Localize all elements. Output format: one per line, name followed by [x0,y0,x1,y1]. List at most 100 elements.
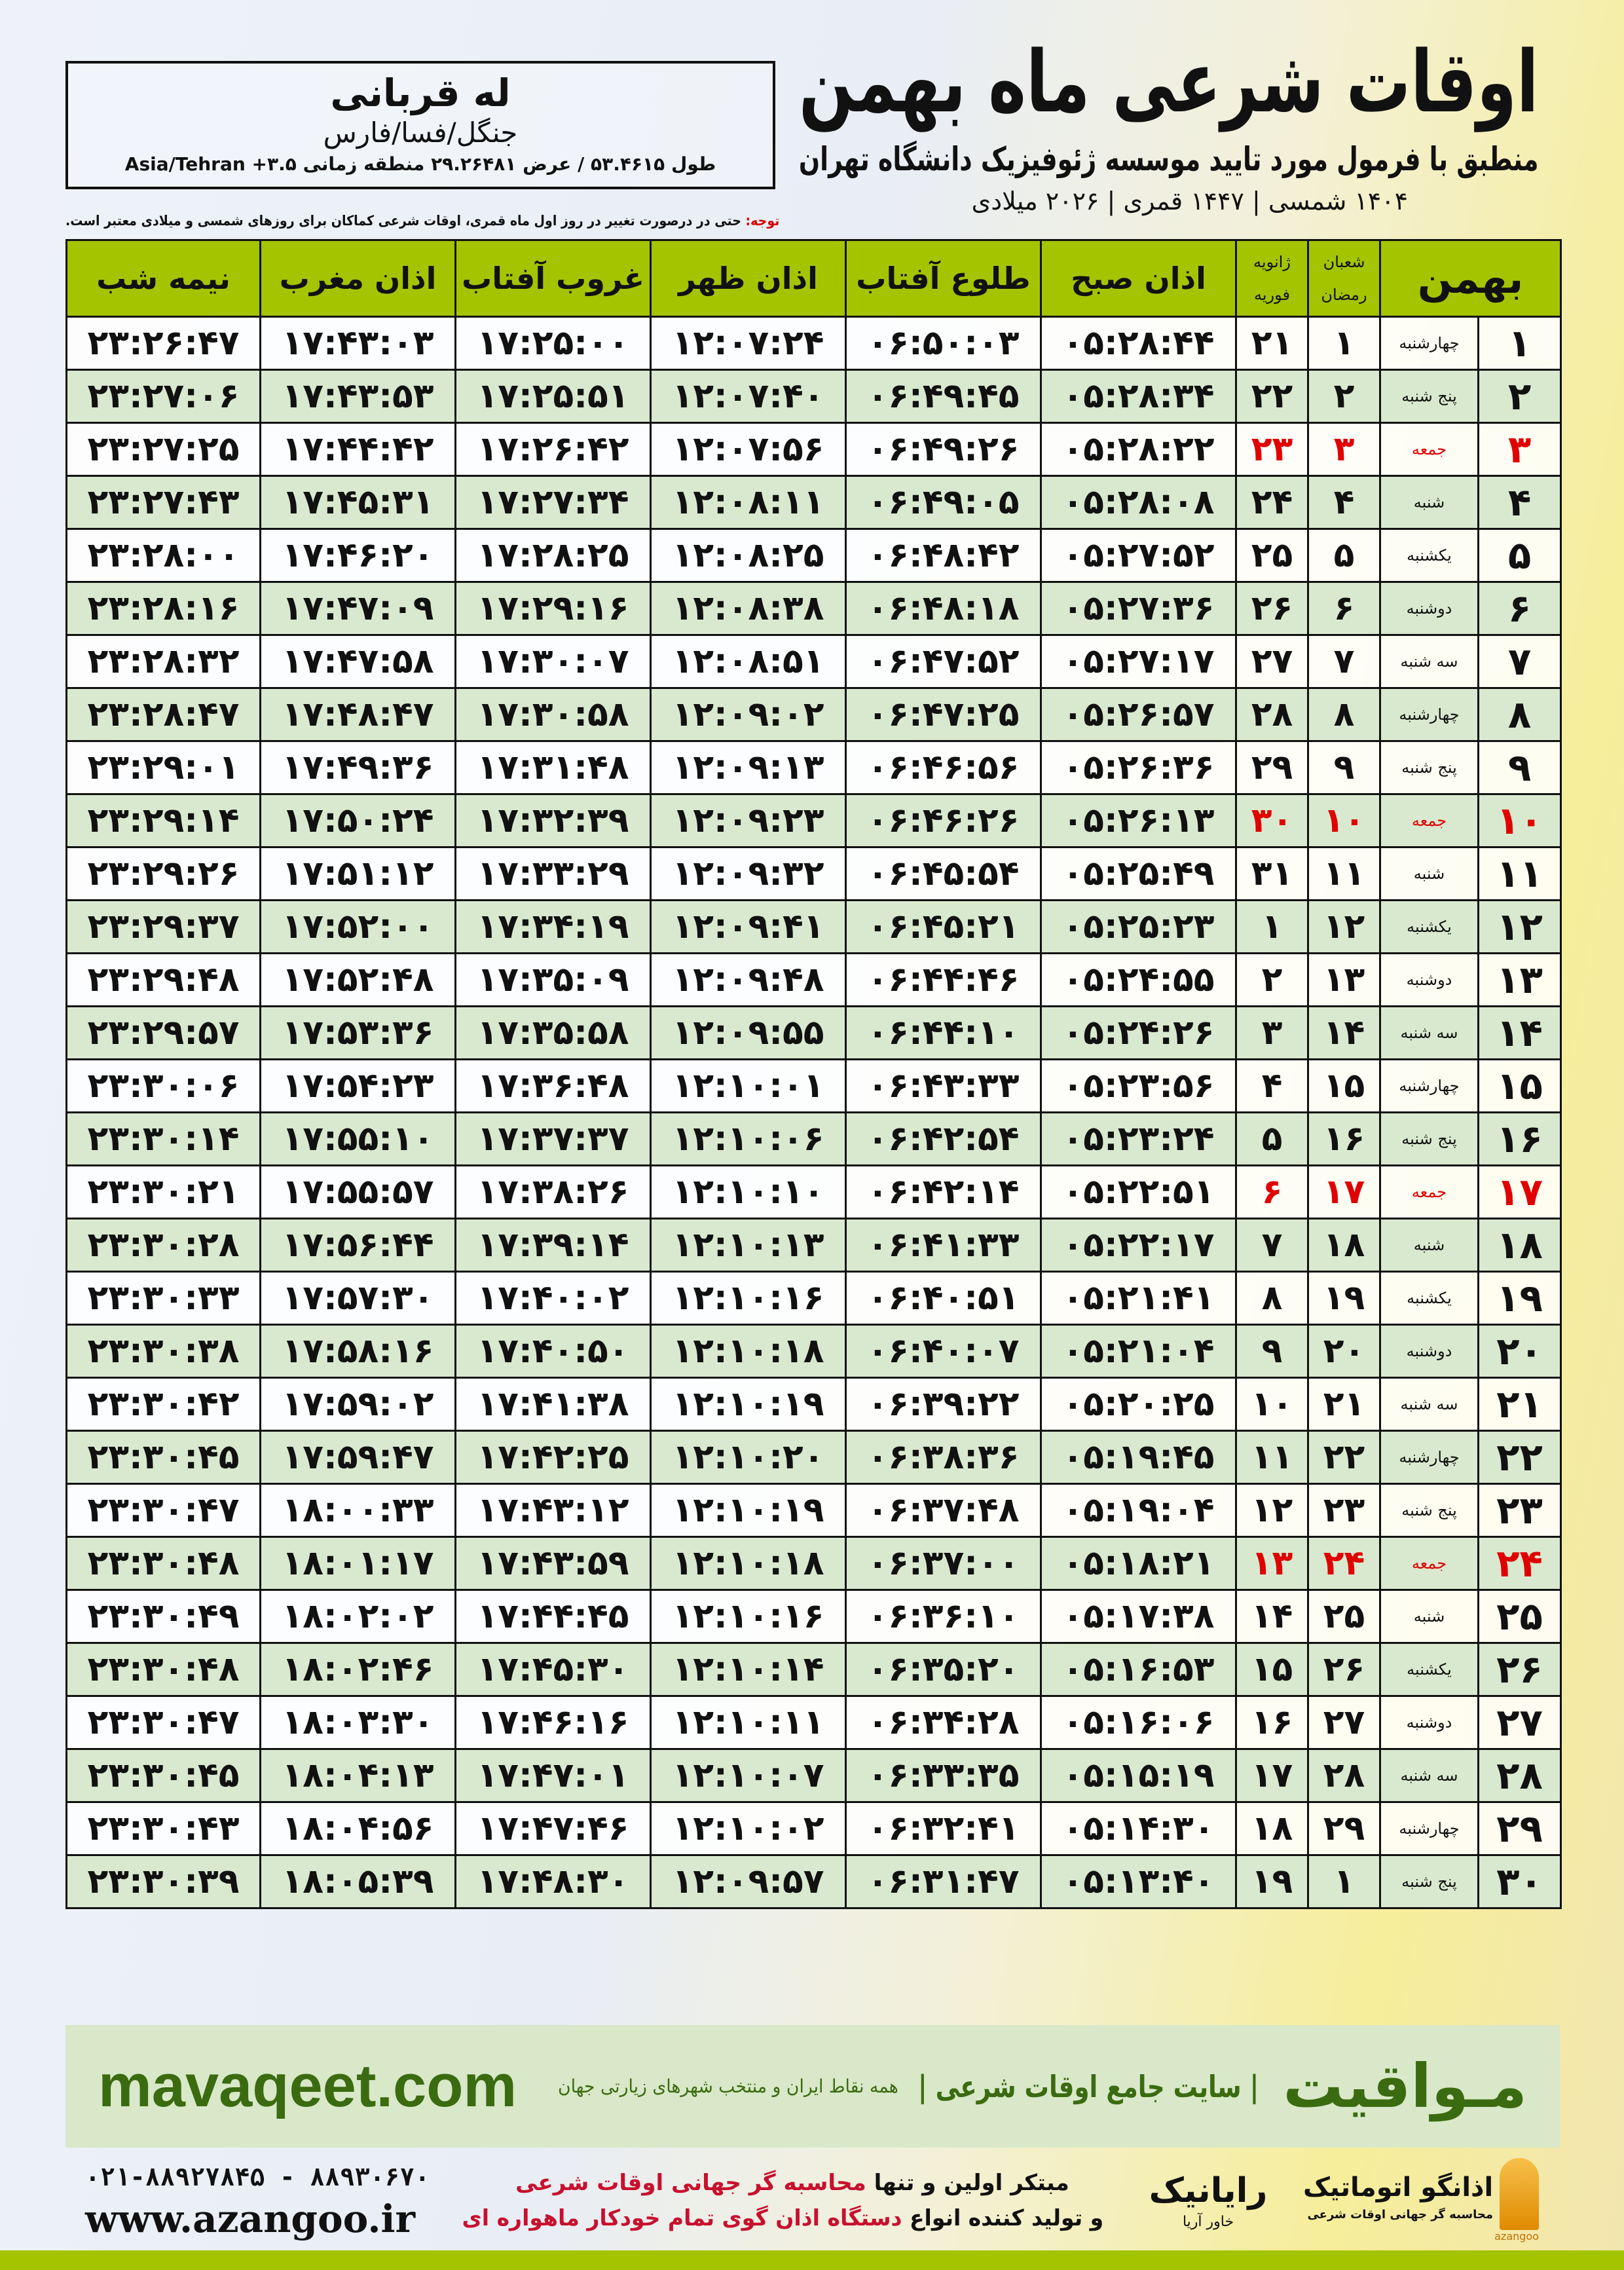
cell-hij: ۱۴ [1307,1005,1381,1060]
cell-dhuhr: ۱۲:۱۰:۱۹ [650,1377,847,1432]
cell-sunrise: ۰۶:۳۲:۴۱ [845,1801,1042,1856]
brand-logo-wrap: مـواقیت [1278,2051,1527,2121]
cell-sunrise: ۰۶:۴۶:۵۶ [845,740,1042,795]
cell-sunset: ۱۷:۳۹:۱۴ [454,1218,652,1273]
cell-maghrib: ۱۷:۵۵:۱۰ [259,1111,456,1166]
cell-midnight: ۲۳:۳۰:۴۳ [65,1801,261,1856]
cell-wd: شنبه [1378,846,1480,901]
azangoo-link-wrap: www.azangoo.ir [85,2195,452,2242]
table-row: ۴ شنبه ۴ ۲۴ ۰۵:۲۸:۰۸ ۰۶:۴۹:۰۵ ۱۲:۰۸:۱۱ ۱۷:۲۷:۳۴… [65,475,1562,530]
cell-midnight: ۲۳:۲۷:۲۵ [65,422,261,477]
site-link[interactable]: mavaqeet.com [98,2053,517,2119]
cell-day: ۷ [1477,634,1562,689]
cell-greg: ۶ [1235,1164,1309,1219]
dome-icon [1500,2158,1539,2230]
cell-maghrib: ۱۷:۴۸:۴۷ [259,687,456,742]
cell-sunset: ۱۷:۴۱:۳۸ [454,1377,652,1432]
cell-fajr: ۰۵:۲۴:۵۵ [1040,952,1237,1007]
cell-hij: ۲۳ [1307,1483,1381,1538]
cell-fajr: ۰۵:۲۴:۲۶ [1040,1005,1237,1060]
table-row: ۱۳ دوشنبه ۱۳ ۲ ۰۵:۲۴:۵۵ ۰۶:۴۴:۴۶ ۱۲:۰۹:۴۸ ۱۷:۳۵… [65,952,1562,1007]
table-row: ۱۲ یکشنبه ۱۲ ۱ ۰۵:۲۵:۲۳ ۰۶:۴۵:۲۱ ۱۲:۰۹:۴۱ ۱۷:۳۴… [65,899,1562,954]
cell-maghrib: ۱۷:۴۹:۳۶ [259,740,456,795]
cell-midnight: ۲۳:۲۹:۰۱ [65,740,261,795]
table-row: ۲۰ دوشنبه ۲۰ ۹ ۰۵:۲۱:۰۴ ۰۶:۴۰:۰۷ ۱۲:۱۰:۱۸ ۱۷:۴۰… [65,1324,1562,1379]
table-row: ۱۴ سه شنبه ۱۴ ۳ ۰۵:۲۴:۲۶ ۰۶:۴۴:۱۰ ۱۲:۰۹:۵۵ ۱۷:۳… [65,1005,1562,1060]
promo-line-2: و تولید کننده انواع دستگاه اذان گوی تمام… [462,2201,1113,2236]
cell-dhuhr: ۱۲:۱۰:۱۶ [650,1271,847,1326]
cell-sunrise: ۰۶:۳۵:۲۰ [845,1642,1042,1697]
cell-day: ۱۹ [1477,1271,1562,1326]
promo-1b: محاسبه گر جهانی اوقات شرعی [515,2170,866,2196]
cell-midnight: ۲۳:۲۹:۲۶ [65,846,261,901]
cell-fajr: ۰۵:۲۱:۰۴ [1040,1324,1237,1379]
cell-dhuhr: ۱۲:۱۰:۰۲ [650,1801,847,1856]
cell-greg: ۱۳ [1235,1536,1309,1591]
cell-sunrise: ۰۶:۴۹:۴۵ [845,369,1042,424]
cell-sunrise: ۰۶:۴۹:۲۶ [845,422,1042,477]
cell-midnight: ۲۳:۳۰:۴۵ [65,1748,261,1803]
cell-fajr: ۰۵:۲۲:۵۱ [1040,1164,1237,1219]
cell-sunset: ۱۷:۳۰:۰۷ [454,634,652,689]
page-title: اوقات شرعی ماه بهمن [799,32,1539,132]
cell-maghrib: ۱۷:۵۵:۵۷ [259,1164,456,1219]
cell-fajr: ۰۵:۲۵:۴۹ [1040,846,1237,901]
header-fajr: اذان صبح [1040,239,1237,318]
cell-fajr: ۰۵:۲۰:۲۵ [1040,1377,1237,1432]
cell-midnight: ۲۳:۳۰:۲۱ [65,1164,261,1219]
header-dhuhr: اذان ظهر [650,239,847,318]
cell-wd: شنبه [1378,475,1480,530]
cell-fajr: ۰۵:۲۶:۳۶ [1040,740,1237,795]
cell-greg: ۲۲ [1235,369,1309,424]
cell-sunset: ۱۷:۲۵:۵۱ [454,369,652,424]
table-row: ۲۲ چهارشنبه ۲۲ ۱۱ ۰۵:۱۹:۴۵ ۰۶:۳۸:۳۶ ۱۲:۱۰:۲۰ ۱۷… [65,1430,1562,1485]
cell-sunset: ۱۷:۲۸:۲۵ [454,528,652,583]
cell-maghrib: ۱۷:۵۷:۳۰ [259,1271,456,1326]
cell-midnight: ۲۳:۳۰:۳۳ [65,1271,261,1326]
header-maghrib: اذان مغرب [259,239,456,318]
rayanik-logo-sub: خاور آریا [1182,2214,1234,2230]
cell-fajr: ۰۵:۱۹:۰۴ [1040,1483,1237,1538]
cell-sunrise: ۰۶:۴۸:۱۸ [845,581,1042,636]
cell-maghrib: ۱۷:۴۷:۵۸ [259,634,456,689]
table-row: ۹ پنج شنبه ۹ ۲۹ ۰۵:۲۶:۳۶ ۰۶:۴۶:۵۶ ۱۲:۰۹:۱۳ ۱۷:۳… [65,740,1562,795]
cell-day: ۲۶ [1477,1642,1562,1697]
cell-day: ۲۴ [1477,1536,1562,1591]
cell-dhuhr: ۱۲:۰۹:۵۵ [650,1005,847,1060]
cell-dhuhr: ۱۲:۰۹:۳۲ [650,846,847,901]
cell-sunrise: ۰۶:۴۸:۴۲ [845,528,1042,583]
cell-wd: چهارشنبه [1378,1058,1480,1113]
page-subtitle: منطبق با فرمول مورد تایید موسسه ژئوفیزیک… [799,140,1539,178]
promo-text: مبتکر اولین و تنها محاسبه گر جهانی اوقات… [462,2165,1113,2236]
bottom-bar [0,2250,1624,2270]
cell-sunset: ۱۷:۲۶:۴۲ [454,422,652,477]
page-subtitle-wrap: منطبق با فرمول مورد تایید موسسه ژئوفیزیک… [799,136,1539,182]
cell-fajr: ۰۵:۱۸:۲۱ [1040,1536,1237,1591]
cell-fajr: ۰۵:۲۲:۱۷ [1040,1218,1237,1273]
cell-dhuhr: ۱۲:۱۰:۱۸ [650,1536,847,1591]
contact-info: ۰۲۱-۸۸۹۲۷۸۴۵ - ۸۸۹۳۰۶۷۰ www.azangoo.ir [85,2159,452,2242]
promo-line-2-inner: و تولید کننده انواع دستگاه اذان گوی تمام… [462,2201,1104,2236]
cell-sunset: ۱۷:۴۸:۳۰ [454,1854,652,1909]
cell-wd: چهارشنبه [1378,1430,1480,1485]
header-hijri-2: رمضان [1321,286,1367,304]
cell-wd: پنج شنبه [1378,740,1480,795]
cell-greg: ۲۶ [1235,581,1309,636]
cell-day: ۱۲ [1477,899,1562,954]
cell-fajr: ۰۵:۱۷:۳۸ [1040,1589,1237,1644]
cell-greg: ۷ [1235,1218,1309,1273]
cell-wd: چهارشنبه [1378,687,1480,742]
azangoo-link[interactable]: www.azangoo.ir [85,2197,416,2241]
cell-day: ۱۵ [1477,1058,1562,1113]
cell-hij: ۲۸ [1307,1748,1381,1803]
cell-maghrib: ۱۷:۵۹:۴۷ [259,1430,456,1485]
cell-midnight: ۲۳:۳۰:۴۲ [65,1377,261,1432]
cell-midnight: ۲۳:۳۰:۴۷ [65,1695,261,1750]
cell-day: ۲۵ [1477,1589,1562,1644]
table-row: ۲۹ چهارشنبه ۲۹ ۱۸ ۰۵:۱۴:۳۰ ۰۶:۳۲:۴۱ ۱۲:۱۰:۰۲ ۱۷… [65,1801,1562,1856]
cell-hij: ۱۲ [1307,899,1381,954]
cell-greg: ۱۰ [1235,1377,1309,1432]
cell-day: ۱۸ [1477,1218,1562,1273]
cell-fajr: ۰۵:۲۸:۲۲ [1040,422,1237,477]
cell-day: ۳ [1477,422,1562,477]
